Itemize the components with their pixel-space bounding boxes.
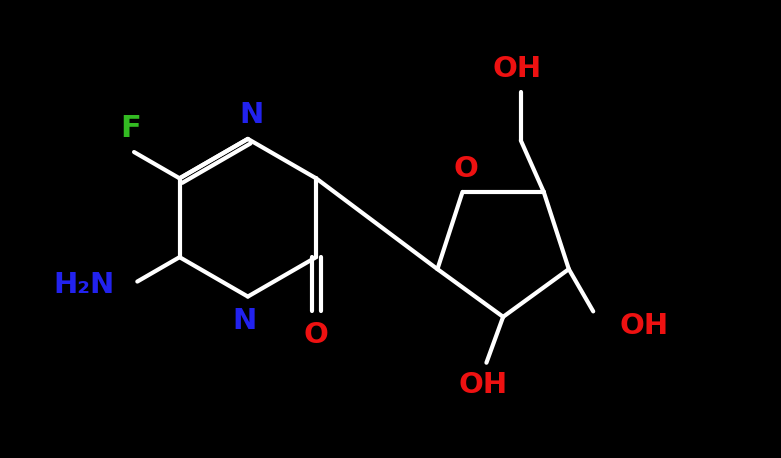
Text: OH: OH	[493, 55, 542, 83]
Text: OH: OH	[458, 371, 507, 399]
Text: H₂N: H₂N	[54, 271, 115, 300]
Text: F: F	[120, 114, 141, 142]
Text: O: O	[454, 155, 479, 183]
Text: N: N	[240, 101, 264, 129]
Text: N: N	[233, 306, 257, 335]
Text: OH: OH	[619, 312, 669, 340]
Text: O: O	[304, 321, 329, 349]
